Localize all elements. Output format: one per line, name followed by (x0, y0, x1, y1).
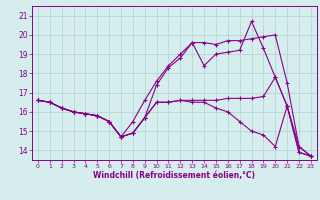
X-axis label: Windchill (Refroidissement éolien,°C): Windchill (Refroidissement éolien,°C) (93, 171, 255, 180)
